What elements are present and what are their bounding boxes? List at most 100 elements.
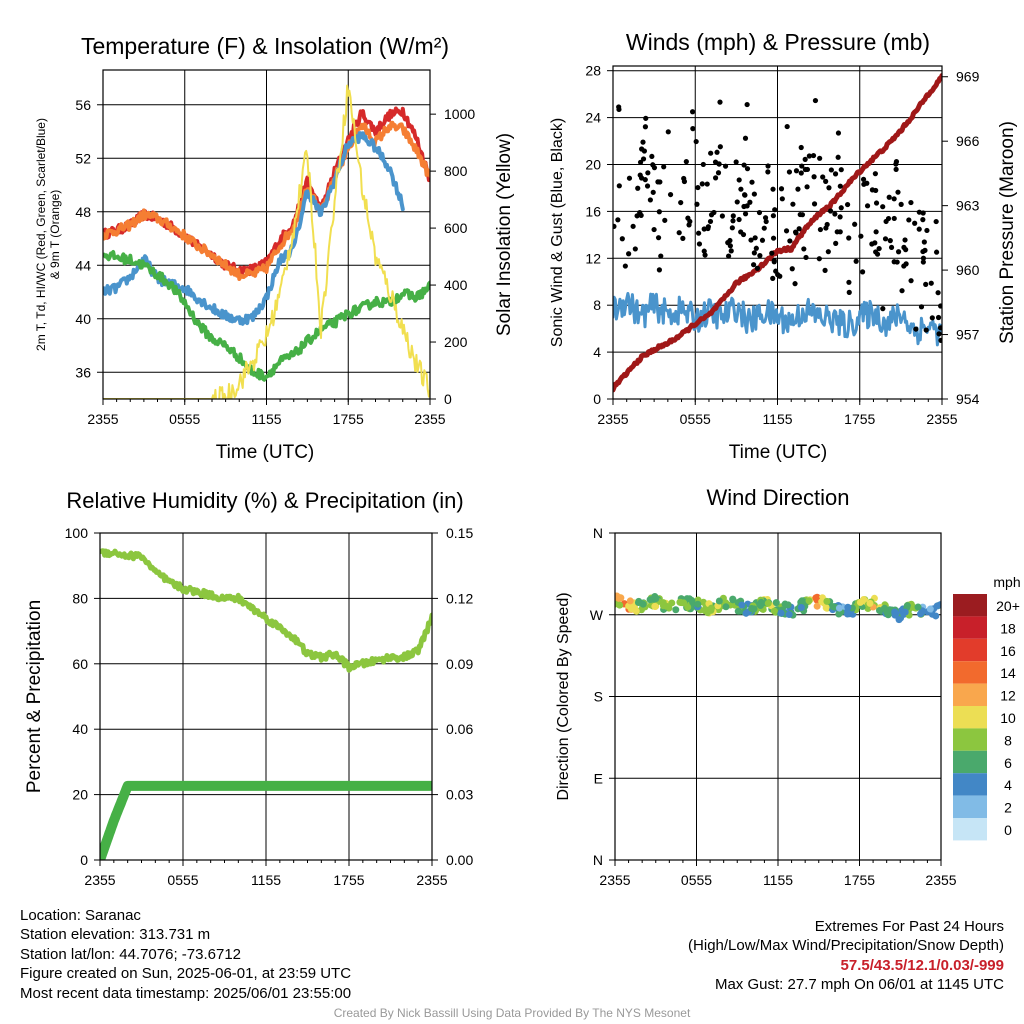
gust-point [876,245,882,252]
y-axis-label-line2: & 9m T (Orange) [48,190,62,280]
gust-point [891,196,897,202]
legend-label: 14 [1000,665,1016,681]
x-tick-label: 2355 [926,411,957,427]
gust-point [817,155,823,161]
gust-point [826,185,832,191]
direction-point [615,600,619,608]
gust-point [770,275,776,281]
gust-point [873,249,879,255]
gust-point [806,153,812,159]
y-right-tick-label: 960 [956,262,980,278]
gust-point [647,197,653,203]
gust-point [888,244,895,251]
y-right-axis-label: Station Pressure (Maroon) [997,121,1018,344]
gust-point [655,235,662,241]
legend-swatch [953,773,987,796]
legend-label: 12 [1000,688,1016,704]
x-tick-label: 0555 [681,872,712,888]
y-axis-label: Percent & Precipitation [24,600,45,793]
gust-point [770,235,777,241]
gust-point [756,209,763,216]
chart-title-3: Relative Humidity (%) & Precipitation (i… [66,488,463,513]
legend-label: 4 [1004,777,1012,793]
y-tick-label: 0 [80,852,88,868]
gust-point [802,156,808,162]
y-tick-label: 100 [65,525,89,541]
gust-point [901,244,907,250]
direction-point [748,604,756,612]
direction-point [668,599,676,607]
gust-point [754,265,761,271]
plot-area [615,592,941,624]
y-tick-label: W [590,607,604,623]
chart-panel-1: Temperature (F) & Insolation (W/m²) 2m T,… [34,33,449,405]
gust-point [741,162,747,168]
direction-point [914,603,922,611]
gust-point [928,280,934,286]
gust-point [661,164,667,170]
gust-point [920,217,926,223]
y-tick-label: 16 [585,203,601,219]
x-tick-label: 2355 [925,872,956,888]
gust-point [810,152,817,159]
extremes-legend: (High/Low/Max Wind/Precipitation/Snow De… [688,937,1004,955]
gust-point [656,267,662,273]
gust-point [699,181,705,187]
gust-point [853,258,859,264]
gust-point [630,223,636,229]
recent-text: Most recent data timestamp: 2025/06/01 2… [20,984,352,1002]
direction-point [672,606,680,614]
direction-point [734,607,742,615]
gust-point [872,240,878,246]
gust-point [827,208,834,214]
gust-point [895,249,902,255]
gust-point [637,159,644,165]
y-tick-label: 60 [72,656,88,672]
gust-point [860,176,867,182]
plot-frame [612,65,943,400]
x-tick-label: 1755 [333,411,364,427]
gust-point [747,199,753,205]
direction-point [663,602,671,610]
y-right-tick-label: 600 [444,220,468,236]
x-axis-label: Time (UTC) [729,442,828,463]
gust-point [717,99,723,105]
gust-point [638,175,645,181]
gust-point [793,168,800,174]
gust-point [852,221,858,227]
gust-point [838,205,844,211]
gust-point [744,101,750,108]
gust-point [935,314,942,321]
gust-point [804,184,810,190]
extremes-values: 57.5/43.5/12.1/0.03/-999 [840,956,1004,974]
gust-point [913,326,919,332]
y-right-tick-label: 969 [956,69,980,85]
gust-point [935,290,941,296]
direction-point [627,605,635,613]
gust-point [798,144,804,151]
x-axis-label: Time (UTC) [216,442,315,463]
gust-point [695,184,701,191]
y-axis-label: Direction (Colored By Speed) [555,592,572,800]
gust-point [649,153,655,160]
gust-point [899,288,905,294]
gust-point [923,327,929,333]
gust-point [835,154,841,160]
gust-point [681,175,687,182]
y-tick-label: E [594,770,603,786]
gust-point [740,231,747,238]
legend-label: 6 [1004,755,1012,771]
gust-point [707,218,714,225]
gust-point [920,259,926,265]
gust-point [799,163,805,169]
gust-point [901,263,907,269]
gust-point [846,289,852,295]
direction-point [844,609,852,617]
series-line-1 [100,548,432,673]
direction-point [797,604,805,612]
gust-point [835,130,842,136]
gust-point [895,189,901,195]
gust-point [683,159,689,165]
legend-swatch [953,638,987,662]
gust-point [929,315,935,321]
